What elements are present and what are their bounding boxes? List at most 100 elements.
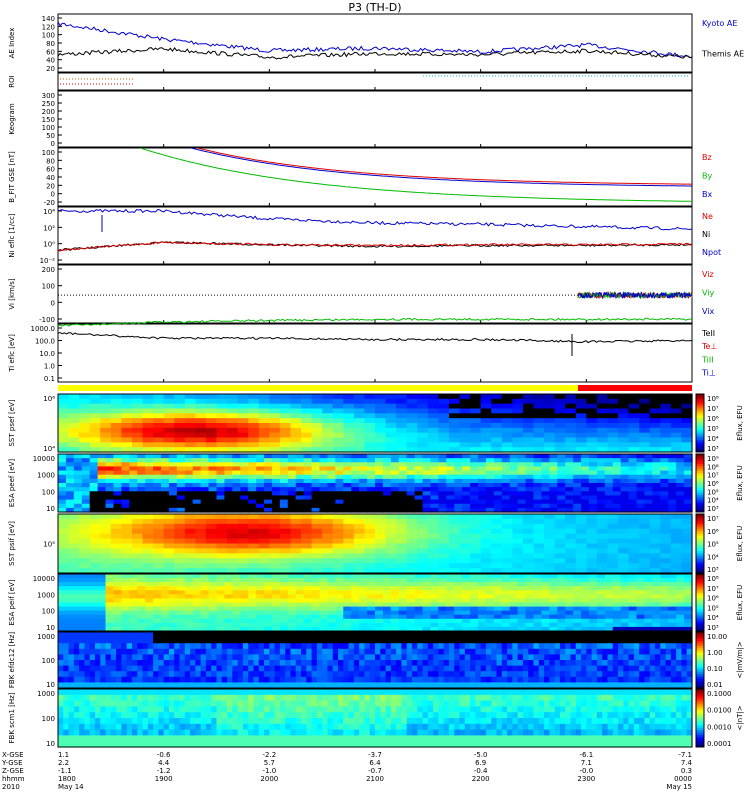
sst_i-cell [554, 523, 566, 530]
sst_e-cell [649, 437, 661, 443]
esa_i-cell [327, 598, 336, 604]
esa_i-cell [375, 614, 384, 620]
sst_i-cell [142, 528, 154, 535]
esa_e-cell [192, 491, 202, 497]
fbk1-cell [348, 648, 355, 655]
fbk1-cell [586, 676, 593, 683]
esa_i-cell [541, 622, 550, 628]
fbk1-cell [306, 632, 313, 639]
sst_e-cell [385, 442, 397, 448]
esa_i-cell [153, 578, 162, 583]
esa_i-cell [58, 586, 67, 591]
sst_e-cell [258, 403, 270, 410]
esa_e-cell [351, 470, 360, 476]
fbk1-cell [581, 648, 587, 655]
esa_e-cell [668, 478, 677, 484]
sst_i-cell [184, 563, 196, 569]
sst_i-cell [311, 518, 323, 525]
fbk1-cell [375, 665, 381, 672]
esa_i-cell [414, 602, 424, 608]
esa_e-cell [264, 470, 273, 476]
fbk1-cell [475, 682, 482, 689]
esa_i-cell [200, 578, 210, 583]
esa_i-cell [549, 610, 558, 616]
sst_e-cell [68, 447, 80, 453]
esa_e-cell [58, 470, 67, 476]
fbk1-cell [507, 637, 513, 644]
fbk1-cell [264, 643, 270, 650]
esa_e-cell [264, 487, 273, 492]
fbk1-cell [137, 665, 144, 672]
fbk1-cell [559, 648, 566, 655]
esa_i-cell [501, 606, 511, 612]
sst_i-cell [121, 558, 133, 564]
vi-tick-label: 0 [51, 299, 55, 307]
esa_e-cell [596, 462, 606, 468]
esa_i-cell [565, 578, 574, 583]
fbk1-cell [216, 676, 223, 683]
roi-marks [60, 75, 690, 85]
esa_e-cell [113, 474, 122, 480]
esa_i-cell [335, 614, 344, 620]
esa_e-cell [113, 507, 122, 513]
esa_i-cell [462, 622, 471, 628]
esa_i-cell [287, 626, 297, 632]
esa_e-cell [604, 458, 614, 463]
sst_e-cell [332, 394, 344, 400]
esa_i-cell [129, 618, 138, 624]
esa_i-cell [248, 618, 257, 624]
fbk1-cell [131, 637, 138, 644]
fbk1-cell [507, 665, 513, 672]
sst_e-cell [205, 437, 218, 443]
esa_e-cell [153, 495, 162, 501]
esa_i-cell [557, 594, 566, 600]
esa_e-cell [470, 458, 479, 463]
bfit-series-0 [197, 147, 693, 185]
esa_i-cell [644, 594, 653, 600]
esa_e-cell [264, 483, 273, 488]
sst_e-cell [311, 398, 323, 405]
esa_i-cell [105, 582, 115, 587]
fbk1-cell [586, 643, 593, 650]
esa_i-cell [541, 618, 550, 624]
esa_e-cell [454, 503, 463, 509]
esa_i-cell [470, 574, 479, 579]
esa_e-cell [398, 491, 408, 497]
sst_i-cell [131, 528, 144, 535]
esa_e-cell [493, 499, 503, 505]
esa_e-cell [343, 495, 352, 501]
fbk1-cell [396, 676, 403, 683]
esa_e-cell [414, 454, 424, 459]
sst_e-cell [470, 398, 482, 405]
fbk1-cell [195, 654, 202, 661]
sst_e-cell [533, 447, 545, 453]
esa_i-cell [628, 602, 638, 608]
fbk1-cell [58, 648, 64, 655]
esa_i-cell [581, 582, 590, 587]
esa_e-cell [565, 470, 574, 476]
sst_i-cell [607, 523, 619, 530]
fbk1-cell [237, 671, 244, 678]
esa_i-cell [184, 586, 194, 591]
esa_i-cell [501, 574, 511, 579]
sst_e-cell [670, 418, 683, 424]
esa_e-cell [620, 478, 630, 484]
esa_i-cell [367, 622, 376, 628]
esa_e-cell [430, 474, 439, 480]
sst_e-cell [332, 413, 344, 419]
esa_e-cell [303, 495, 313, 501]
esa_i-cell [446, 586, 455, 591]
esa_i-cell [287, 602, 297, 608]
sst_i-cell [79, 548, 91, 554]
esa_i-cell [565, 574, 574, 579]
fbk1-cell [338, 643, 344, 650]
esa_e-cell [628, 470, 638, 476]
sst_i-cell [227, 553, 239, 559]
esa_i-cell [256, 610, 265, 616]
esa_e-cell [533, 466, 543, 472]
sst_i-cell [205, 568, 218, 574]
sst_e-cell [121, 442, 133, 448]
esa_e-cell [375, 483, 384, 488]
sst_i-cell [660, 528, 672, 535]
esa_e-cell [422, 470, 432, 476]
